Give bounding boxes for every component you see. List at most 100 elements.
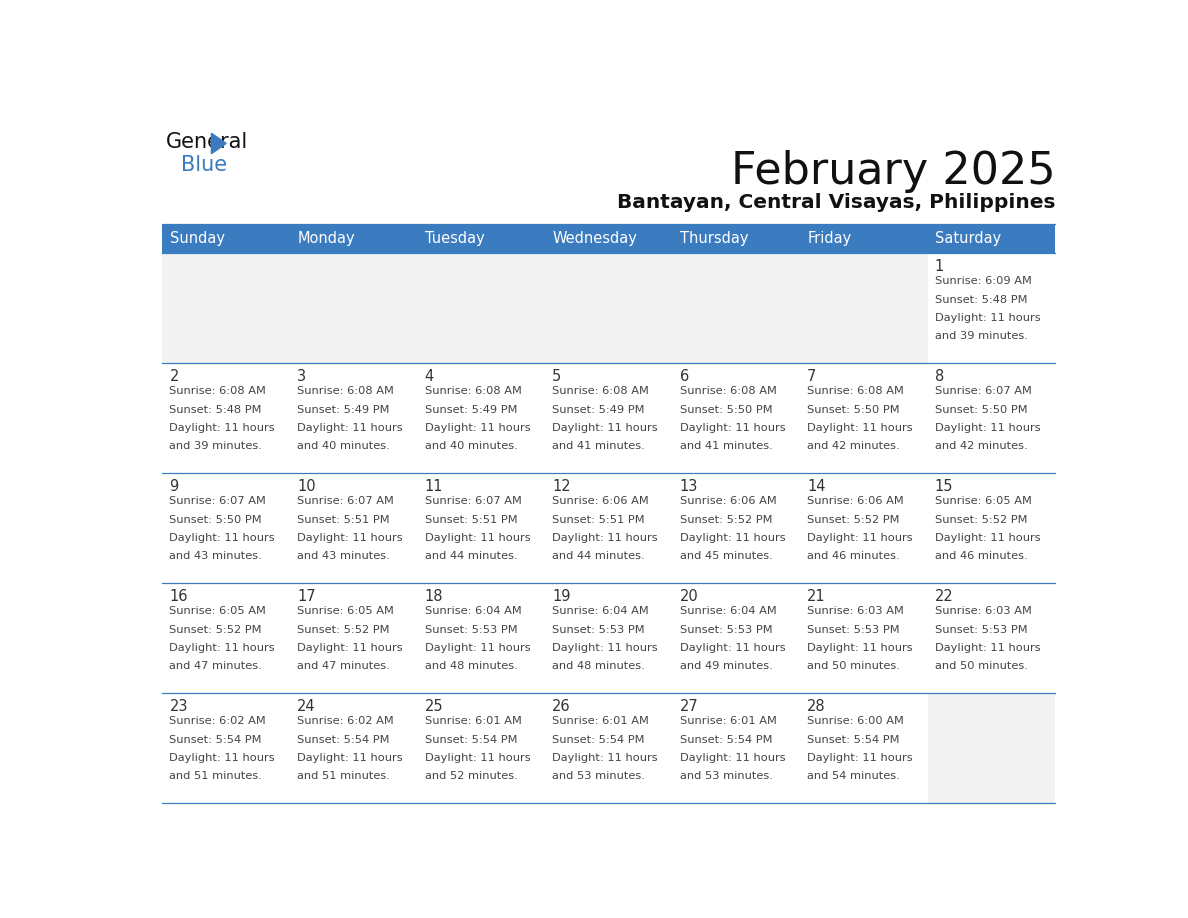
Text: Daylight: 11 hours: Daylight: 11 hours bbox=[424, 643, 530, 653]
Text: Daylight: 11 hours: Daylight: 11 hours bbox=[297, 533, 403, 543]
Text: and 53 minutes.: and 53 minutes. bbox=[552, 771, 645, 781]
Text: and 47 minutes.: and 47 minutes. bbox=[170, 661, 263, 671]
Text: Sunrise: 6:08 AM: Sunrise: 6:08 AM bbox=[680, 386, 777, 397]
Text: 17: 17 bbox=[297, 588, 316, 604]
Text: and 54 minutes.: and 54 minutes. bbox=[807, 771, 899, 781]
Text: 14: 14 bbox=[807, 478, 826, 494]
Text: 2: 2 bbox=[170, 369, 179, 384]
Text: Sunset: 5:53 PM: Sunset: 5:53 PM bbox=[424, 624, 517, 634]
Text: Sunrise: 6:02 AM: Sunrise: 6:02 AM bbox=[297, 716, 393, 726]
Text: Sunrise: 6:06 AM: Sunrise: 6:06 AM bbox=[807, 497, 904, 507]
Bar bbox=[163, 364, 290, 474]
Bar bbox=[545, 474, 672, 583]
Text: Saturday: Saturday bbox=[935, 231, 1001, 246]
Text: Daylight: 11 hours: Daylight: 11 hours bbox=[680, 533, 785, 543]
Text: Sunrise: 6:01 AM: Sunrise: 6:01 AM bbox=[680, 716, 777, 726]
Text: 23: 23 bbox=[170, 699, 188, 713]
Text: and 40 minutes.: and 40 minutes. bbox=[424, 442, 517, 452]
Text: Sunset: 5:53 PM: Sunset: 5:53 PM bbox=[552, 624, 645, 634]
Text: and 51 minutes.: and 51 minutes. bbox=[170, 771, 263, 781]
Bar bbox=[801, 224, 928, 253]
Bar bbox=[801, 583, 928, 693]
Text: and 46 minutes.: and 46 minutes. bbox=[807, 552, 899, 562]
Text: 18: 18 bbox=[424, 588, 443, 604]
Text: and 48 minutes.: and 48 minutes. bbox=[552, 661, 645, 671]
Text: and 43 minutes.: and 43 minutes. bbox=[297, 552, 390, 562]
Text: 24: 24 bbox=[297, 699, 316, 713]
Text: Sunrise: 6:08 AM: Sunrise: 6:08 AM bbox=[424, 386, 522, 397]
Text: Daylight: 11 hours: Daylight: 11 hours bbox=[935, 423, 1041, 433]
Text: Daylight: 11 hours: Daylight: 11 hours bbox=[552, 533, 658, 543]
Bar bbox=[163, 693, 290, 803]
Text: Daylight: 11 hours: Daylight: 11 hours bbox=[807, 533, 912, 543]
Bar bbox=[672, 253, 801, 364]
Bar bbox=[928, 253, 1055, 364]
Text: Sunrise: 6:07 AM: Sunrise: 6:07 AM bbox=[424, 497, 522, 507]
Text: Daylight: 11 hours: Daylight: 11 hours bbox=[424, 753, 530, 763]
Text: and 52 minutes.: and 52 minutes. bbox=[424, 771, 517, 781]
Text: 11: 11 bbox=[424, 478, 443, 494]
Text: and 46 minutes.: and 46 minutes. bbox=[935, 552, 1028, 562]
Text: Daylight: 11 hours: Daylight: 11 hours bbox=[807, 753, 912, 763]
Bar bbox=[928, 693, 1055, 803]
Text: Daylight: 11 hours: Daylight: 11 hours bbox=[680, 643, 785, 653]
Text: Sunrise: 6:08 AM: Sunrise: 6:08 AM bbox=[170, 386, 266, 397]
Text: 4: 4 bbox=[424, 369, 434, 384]
Text: Daylight: 11 hours: Daylight: 11 hours bbox=[552, 423, 658, 433]
Text: 28: 28 bbox=[807, 699, 826, 713]
Text: 20: 20 bbox=[680, 588, 699, 604]
Text: and 47 minutes.: and 47 minutes. bbox=[297, 661, 390, 671]
Text: 3: 3 bbox=[297, 369, 307, 384]
Bar bbox=[545, 693, 672, 803]
Text: Daylight: 11 hours: Daylight: 11 hours bbox=[935, 643, 1041, 653]
Text: Sunrise: 6:01 AM: Sunrise: 6:01 AM bbox=[552, 716, 649, 726]
Text: Sunset: 5:49 PM: Sunset: 5:49 PM bbox=[424, 405, 517, 415]
Text: Sunset: 5:50 PM: Sunset: 5:50 PM bbox=[170, 515, 263, 525]
Text: Monday: Monday bbox=[298, 231, 355, 246]
Bar bbox=[672, 693, 801, 803]
Text: Daylight: 11 hours: Daylight: 11 hours bbox=[170, 753, 276, 763]
Text: Sunset: 5:54 PM: Sunset: 5:54 PM bbox=[680, 734, 772, 744]
Text: 27: 27 bbox=[680, 699, 699, 713]
Text: Sunrise: 6:04 AM: Sunrise: 6:04 AM bbox=[552, 607, 649, 616]
Text: 10: 10 bbox=[297, 478, 316, 494]
Text: and 40 minutes.: and 40 minutes. bbox=[297, 442, 390, 452]
Bar bbox=[290, 474, 417, 583]
Text: Sunset: 5:52 PM: Sunset: 5:52 PM bbox=[170, 624, 261, 634]
Bar bbox=[801, 253, 928, 364]
Text: 1: 1 bbox=[935, 259, 944, 274]
Text: Daylight: 11 hours: Daylight: 11 hours bbox=[552, 753, 658, 763]
Text: Sunrise: 6:05 AM: Sunrise: 6:05 AM bbox=[170, 607, 266, 616]
Bar bbox=[545, 583, 672, 693]
Text: Sunrise: 6:09 AM: Sunrise: 6:09 AM bbox=[935, 276, 1031, 286]
Text: Sunset: 5:53 PM: Sunset: 5:53 PM bbox=[807, 624, 899, 634]
Bar bbox=[163, 224, 290, 253]
Text: Daylight: 11 hours: Daylight: 11 hours bbox=[680, 423, 785, 433]
Text: and 42 minutes.: and 42 minutes. bbox=[807, 442, 899, 452]
Text: 12: 12 bbox=[552, 478, 570, 494]
Text: 15: 15 bbox=[935, 478, 953, 494]
Text: and 48 minutes.: and 48 minutes. bbox=[424, 661, 517, 671]
Text: 8: 8 bbox=[935, 369, 944, 384]
Text: Sunrise: 6:03 AM: Sunrise: 6:03 AM bbox=[935, 607, 1031, 616]
Text: 25: 25 bbox=[424, 699, 443, 713]
Text: Daylight: 11 hours: Daylight: 11 hours bbox=[297, 643, 403, 653]
Text: 19: 19 bbox=[552, 588, 570, 604]
Bar bbox=[928, 583, 1055, 693]
Text: Blue: Blue bbox=[181, 155, 227, 174]
Text: and 43 minutes.: and 43 minutes. bbox=[170, 552, 263, 562]
Bar bbox=[928, 364, 1055, 474]
Text: Wednesday: Wednesday bbox=[552, 231, 638, 246]
Text: Daylight: 11 hours: Daylight: 11 hours bbox=[807, 643, 912, 653]
Bar bbox=[545, 253, 672, 364]
Text: and 41 minutes.: and 41 minutes. bbox=[680, 442, 772, 452]
Text: 6: 6 bbox=[680, 369, 689, 384]
Text: Sunset: 5:54 PM: Sunset: 5:54 PM bbox=[297, 734, 390, 744]
Bar bbox=[672, 474, 801, 583]
Text: Daylight: 11 hours: Daylight: 11 hours bbox=[297, 423, 403, 433]
Text: and 39 minutes.: and 39 minutes. bbox=[935, 331, 1028, 341]
Text: Daylight: 11 hours: Daylight: 11 hours bbox=[807, 423, 912, 433]
Text: Daylight: 11 hours: Daylight: 11 hours bbox=[935, 313, 1041, 323]
Text: Sunset: 5:51 PM: Sunset: 5:51 PM bbox=[424, 515, 517, 525]
Text: Sunrise: 6:04 AM: Sunrise: 6:04 AM bbox=[424, 607, 522, 616]
